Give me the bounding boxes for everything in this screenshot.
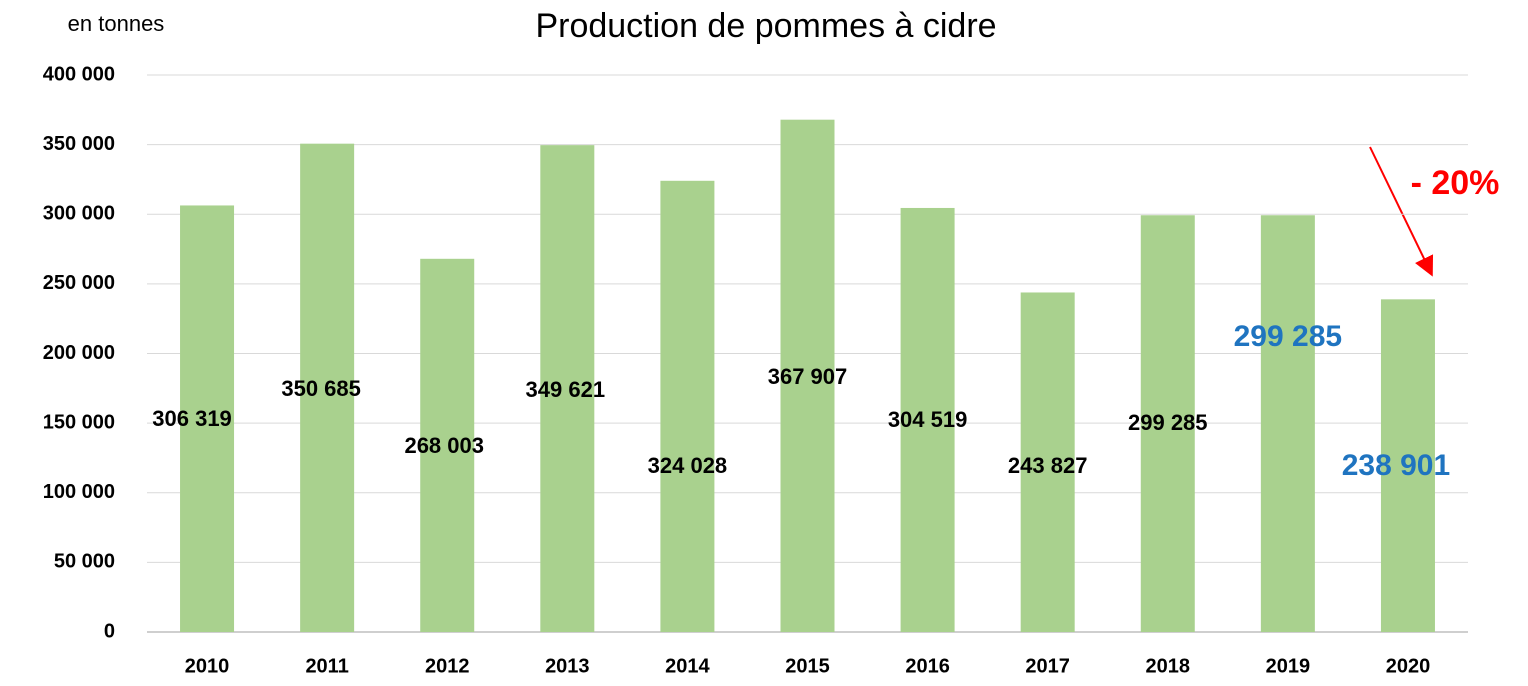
value-label: 304 519 bbox=[888, 407, 968, 432]
x-tick-label: 2019 bbox=[1266, 655, 1311, 677]
bar bbox=[1020, 292, 1075, 632]
value-label: 324 028 bbox=[648, 453, 728, 478]
bar bbox=[900, 207, 955, 633]
bar bbox=[300, 143, 355, 632]
x-tick-label: 2018 bbox=[1146, 655, 1191, 677]
value-label: 350 685 bbox=[281, 376, 361, 401]
value-label: 243 827 bbox=[1008, 453, 1088, 478]
bar bbox=[1380, 299, 1435, 632]
x-tick-label: 2016 bbox=[905, 655, 950, 677]
bar bbox=[180, 205, 235, 632]
value-label: 299 285 bbox=[1234, 320, 1342, 353]
value-label: 238 901 bbox=[1342, 449, 1450, 482]
y-tick-label: 200 000 bbox=[43, 342, 115, 364]
bar bbox=[420, 258, 475, 632]
x-tick-label: 2014 bbox=[665, 655, 710, 677]
x-tick-label: 2010 bbox=[185, 655, 230, 677]
value-label: 349 621 bbox=[526, 377, 606, 402]
y-tick-label: 300 000 bbox=[43, 203, 115, 225]
bar bbox=[1260, 215, 1315, 632]
x-tick-label: 2013 bbox=[545, 655, 590, 677]
x-tick-label: 2012 bbox=[425, 655, 470, 677]
y-tick-label: 0 bbox=[104, 620, 115, 642]
chart-title: Production de pommes à cidre bbox=[535, 7, 996, 45]
x-tick-label: 2011 bbox=[305, 655, 348, 677]
y-tick-label: 100 000 bbox=[43, 481, 115, 503]
annotation-arrow bbox=[1369, 146, 1434, 277]
y-tick-label: 50 000 bbox=[54, 551, 115, 573]
bar bbox=[540, 145, 595, 632]
unit-label: en tonnes bbox=[68, 11, 165, 36]
bar bbox=[780, 119, 835, 632]
y-tick-label: 150 000 bbox=[43, 411, 115, 433]
x-tick-label: 2020 bbox=[1386, 655, 1431, 677]
value-label: 299 285 bbox=[1128, 410, 1208, 435]
x-tick-label: 2017 bbox=[1025, 655, 1070, 677]
y-tick-label: 350 000 bbox=[43, 133, 115, 155]
bar bbox=[1140, 215, 1195, 632]
y-tick-label: 400 000 bbox=[43, 63, 115, 85]
x-tick-label: 2015 bbox=[785, 655, 830, 677]
bar bbox=[660, 180, 715, 632]
annotation: - 20% bbox=[1411, 164, 1500, 202]
value-label: 268 003 bbox=[404, 433, 484, 458]
value-label: 306 319 bbox=[152, 406, 232, 431]
value-label: 367 907 bbox=[768, 364, 848, 389]
y-tick-label: 250 000 bbox=[43, 272, 115, 294]
